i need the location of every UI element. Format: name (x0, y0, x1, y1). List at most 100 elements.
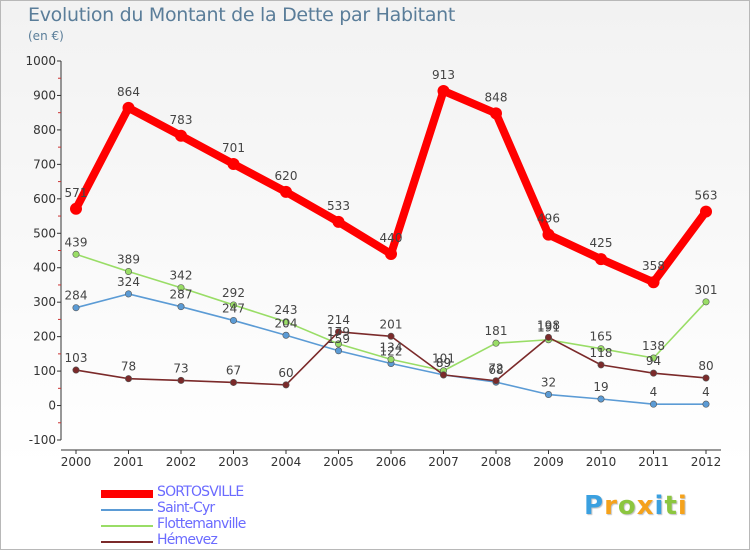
y-tick-label: 200 (33, 330, 56, 344)
legend-swatch (101, 525, 153, 527)
data-label: 134 (380, 340, 403, 354)
logo-letter: o (617, 491, 637, 521)
data-label: 425 (590, 236, 613, 250)
legend-item: Saint-Cyr (101, 500, 361, 517)
data-point (230, 301, 238, 309)
data-label: 78 (121, 360, 136, 374)
data-point (385, 247, 397, 260)
data-point (125, 268, 133, 276)
data-point (595, 253, 607, 266)
data-point (177, 284, 185, 292)
legend-item: Hémevez (101, 532, 361, 549)
data-point (492, 339, 500, 347)
data-point (72, 250, 80, 258)
x-tick-label: 2004 (271, 455, 302, 469)
logo-letter: r (604, 491, 618, 521)
data-point (387, 355, 395, 363)
data-label: 214 (327, 313, 350, 327)
data-labels: 284 324 287 247 204 159 122 89 68 32 19 4 4 439 389 342… (65, 68, 718, 399)
series-points (70, 84, 712, 408)
data-label: 159 (327, 332, 350, 346)
data-label: 287 (170, 288, 193, 302)
data-point (177, 376, 185, 384)
data-label: 701 (222, 141, 245, 155)
data-point (649, 369, 657, 377)
x-tick-label: 2000 (61, 455, 92, 469)
y-tick-label: 0 (48, 399, 56, 413)
data-label: 89 (436, 356, 451, 370)
x-tick-label: 2001 (113, 455, 144, 469)
data-point (387, 332, 395, 340)
data-label: 94 (646, 354, 661, 368)
data-label: 118 (590, 346, 613, 360)
data-label: 32 (541, 376, 556, 390)
data-point (122, 101, 135, 114)
data-point (70, 202, 82, 215)
data-point (702, 400, 710, 408)
data-point (282, 331, 290, 339)
data-label: 4 (702, 385, 710, 399)
x-tick-label: 2012 (691, 455, 722, 469)
data-point (227, 158, 240, 171)
axes: -100 0 100 200 300 400 500 600 700 800 900 1000 2000… (25, 54, 721, 469)
data-point (282, 318, 290, 326)
data-point (700, 205, 712, 218)
x-tick-label: 2006 (376, 455, 407, 469)
data-label: 243 (275, 303, 298, 317)
logo-letter: x (636, 491, 655, 521)
data-label: 563 (695, 189, 718, 203)
data-point (597, 395, 605, 403)
data-label: 204 (275, 316, 298, 330)
x-tick-label: 2002 (166, 455, 197, 469)
data-label: 179 (327, 325, 350, 339)
legend-label: Flottemanville (157, 516, 246, 532)
data-label: 342 (170, 269, 193, 283)
data-label: 138 (642, 339, 665, 353)
y-tick-label: 1000 (25, 54, 56, 68)
legend-swatch (101, 490, 153, 498)
data-label: 439 (65, 235, 88, 249)
chart-title: Evolution du Montant de la Dette par Hab… (28, 4, 456, 26)
x-tick-label: 2003 (218, 455, 249, 469)
data-point (334, 340, 342, 348)
data-point (490, 107, 502, 120)
data-label: 122 (380, 345, 403, 359)
y-tick-label: -100 (29, 433, 56, 447)
data-label: 848 (485, 90, 508, 104)
x-tick-label: 2007 (428, 455, 459, 469)
data-label: 67 (226, 363, 241, 377)
data-label: 80 (698, 359, 713, 373)
y-tick-label: 100 (33, 364, 56, 378)
data-point (280, 185, 292, 198)
data-label: 89 (436, 356, 451, 370)
x-tick-label: 2005 (323, 455, 354, 469)
data-point (492, 377, 500, 385)
data-point (175, 129, 187, 142)
data-label: 284 (65, 289, 88, 303)
data-label: 73 (173, 361, 188, 375)
y-tick-label: 600 (33, 192, 56, 206)
x-tick-label: 2009 (533, 455, 564, 469)
data-label: 440 (380, 231, 403, 245)
data-label: 533 (327, 199, 350, 213)
data-point (177, 303, 185, 311)
data-label: 101 (432, 352, 455, 366)
data-label: 783 (170, 113, 193, 127)
data-label: 201 (380, 317, 403, 331)
logo-letter: t (664, 491, 678, 521)
data-point (230, 316, 238, 324)
y-tick-label: 900 (33, 88, 56, 102)
legend: SORTOSVILLE Saint-Cyr Flottemanville Hémeve… (101, 484, 361, 549)
data-point (544, 333, 552, 341)
data-label: 60 (278, 366, 293, 380)
data-label: 864 (117, 85, 140, 99)
data-label: 68 (488, 363, 503, 377)
data-label: 301 (695, 283, 718, 297)
data-label: 72 (488, 362, 503, 376)
data-label: 4 (650, 385, 658, 399)
data-label: 191 (537, 321, 560, 335)
data-label: 247 (222, 301, 245, 315)
data-point (334, 347, 342, 355)
data-point (125, 375, 133, 383)
